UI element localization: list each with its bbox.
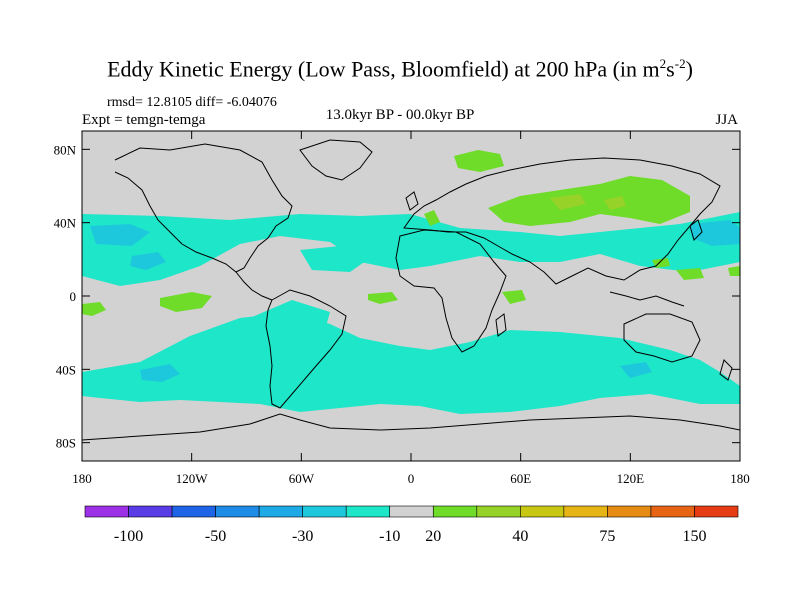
w-pacific-small-2 <box>676 268 704 280</box>
s-indian-core <box>620 362 652 378</box>
sh-storm-track <box>82 312 740 414</box>
w-pacific-positive <box>82 302 106 316</box>
lat-label: 80N <box>54 142 77 157</box>
latitude-axis: 80N 40N 0 40S 80S <box>54 142 740 451</box>
stats-label: rmsd= 12.8105 diff= -6.04076 <box>107 95 277 110</box>
s-pacific-core <box>140 364 180 382</box>
central-america-coast <box>235 271 273 301</box>
longitude-axis: 180 120W 60W 0 60E 120E 180 <box>72 131 750 486</box>
europe-small-positive <box>424 210 440 226</box>
colorbar-swatch <box>345 505 391 518</box>
nw-pacific-core <box>690 220 740 246</box>
new-zealand-coast <box>719 359 733 381</box>
colorbar-swatch <box>128 505 173 518</box>
lon-label: 180 <box>730 471 750 486</box>
colorbar-label: -10 <box>379 528 400 545</box>
colorbar-label: 40 <box>512 528 528 545</box>
colorbar-swatch <box>302 505 347 518</box>
colorbar-swatch <box>171 505 216 518</box>
e-pacific-positive <box>160 292 212 312</box>
lon-label: 120W <box>176 471 209 486</box>
lon-label: 180 <box>72 471 92 486</box>
atlantic-eq-positive <box>368 292 398 304</box>
colorbar-swatch <box>607 505 652 518</box>
nh-midlat-band <box>82 212 740 286</box>
colorbar: -100 -50 -30 -10 20 40 75 150 <box>84 505 739 545</box>
colorbar-swatch <box>476 505 521 518</box>
tropical-atlantic-patch <box>300 246 370 272</box>
lat-label: 40N <box>54 216 77 231</box>
south-america-coast <box>265 289 347 409</box>
chart-title: Eddy Kinetic Energy (Low Pass, Bloomfiel… <box>107 56 693 82</box>
colorbar-label: 20 <box>425 528 441 545</box>
colorbar-label: 75 <box>599 528 615 545</box>
indonesia-coast <box>609 291 685 307</box>
colorbar-swatch <box>694 505 739 518</box>
lon-label: 60E <box>510 471 531 486</box>
colorbar-label: -100 <box>114 528 143 545</box>
lon-label: 0 <box>408 471 415 486</box>
greenland-coast <box>299 139 373 181</box>
lon-label: 60W <box>289 471 315 486</box>
colorbar-swatch <box>258 505 303 518</box>
anomaly-fields <box>82 150 740 414</box>
colorbar-label: -50 <box>205 528 226 545</box>
eurasia-coast <box>403 157 721 285</box>
africa-eq-positive <box>502 290 526 304</box>
lon-label: 120E <box>617 471 645 486</box>
season-label: JJA <box>715 112 738 128</box>
africa-coast <box>395 229 507 353</box>
colorbar-swatch <box>520 505 565 518</box>
japan-coast <box>689 219 703 241</box>
colorbar-swatch <box>650 505 695 518</box>
australia-coast <box>623 313 701 363</box>
experiment-label: Expt = temgn-temga <box>82 112 206 128</box>
lat-label: 0 <box>70 289 77 304</box>
lat-label: 40S <box>56 362 76 377</box>
arctic-positive <box>454 150 504 172</box>
coastlines <box>82 139 740 441</box>
eurasia-lime-core-2 <box>604 196 626 210</box>
colorbar-swatch <box>215 505 260 518</box>
eurasia-positive <box>488 176 690 226</box>
colorbar-label: 150 <box>682 528 706 545</box>
north-america-coast <box>114 143 293 273</box>
colorbar-swatch <box>432 505 478 518</box>
lat-label: 80S <box>56 436 76 451</box>
colorbar-swatch <box>389 505 434 518</box>
eurasia-lime-core <box>550 194 586 210</box>
madagascar-coast <box>495 313 507 337</box>
colorbar-swatch <box>84 505 129 518</box>
n-pacific-core <box>90 224 150 246</box>
period-label: 13.0kyr BP - 00.0kyr BP <box>325 107 475 123</box>
uk-coast <box>405 191 419 211</box>
colorbar-label: -30 <box>292 528 313 545</box>
colorbar-swatch <box>563 505 608 518</box>
antarctica-coast <box>82 413 740 441</box>
w-pacific-small-3 <box>728 266 740 276</box>
n-pacific-core-2 <box>130 252 166 270</box>
